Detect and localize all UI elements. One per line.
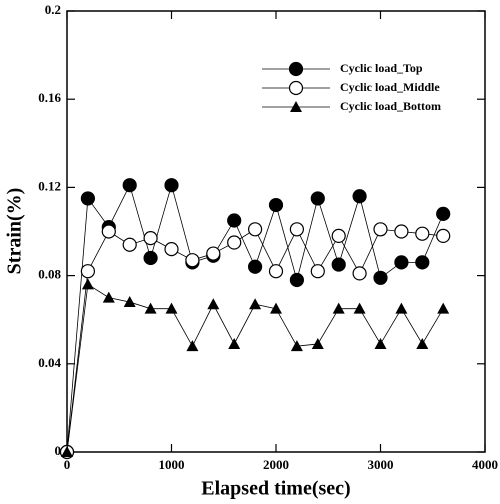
x-tick-label: 2000 bbox=[263, 457, 289, 472]
marker bbox=[228, 337, 241, 349]
marker bbox=[249, 298, 262, 310]
legend-marker bbox=[288, 80, 304, 96]
marker bbox=[81, 278, 94, 290]
marker bbox=[207, 298, 220, 310]
legend-marker bbox=[288, 61, 304, 77]
y-tick-label: 0.2 bbox=[45, 2, 61, 17]
legend-label: Cyclic load_Top bbox=[340, 61, 423, 75]
x-tick-label: 0 bbox=[64, 457, 71, 472]
marker bbox=[310, 191, 325, 206]
y-tick-label: 0 bbox=[55, 443, 62, 458]
marker bbox=[310, 264, 325, 279]
marker bbox=[122, 178, 137, 193]
marker bbox=[101, 224, 116, 239]
y-axis-label: Strain(%) bbox=[4, 188, 26, 275]
y-tick-label: 0.08 bbox=[38, 267, 61, 282]
marker bbox=[80, 191, 96, 206]
marker bbox=[122, 237, 137, 252]
marker bbox=[416, 337, 429, 349]
marker bbox=[352, 266, 367, 281]
legend-marker bbox=[290, 101, 302, 112]
x-axis-label: Elapsed time(sec) bbox=[201, 478, 350, 500]
marker bbox=[374, 337, 387, 349]
marker bbox=[248, 222, 263, 237]
marker bbox=[436, 228, 451, 244]
marker bbox=[436, 206, 451, 221]
marker bbox=[268, 197, 284, 213]
legend-label: Cyclic load_Bottom bbox=[340, 99, 441, 113]
marker bbox=[394, 255, 409, 270]
marker bbox=[185, 253, 200, 268]
marker bbox=[352, 189, 367, 204]
marker bbox=[331, 228, 346, 244]
marker bbox=[143, 231, 158, 246]
marker bbox=[80, 264, 96, 279]
marker bbox=[186, 340, 199, 352]
y-tick-label: 0.12 bbox=[38, 178, 61, 193]
y-tick-label: 0.16 bbox=[38, 90, 61, 105]
marker bbox=[227, 235, 242, 250]
marker bbox=[415, 255, 430, 270]
marker bbox=[164, 242, 179, 257]
marker bbox=[61, 446, 73, 457]
marker bbox=[248, 259, 263, 274]
x-tick-label: 1000 bbox=[159, 457, 185, 472]
marker bbox=[311, 337, 324, 349]
marker bbox=[289, 222, 304, 237]
marker bbox=[373, 222, 388, 237]
marker bbox=[102, 291, 115, 303]
marker bbox=[394, 224, 409, 239]
marker bbox=[227, 213, 242, 228]
marker bbox=[437, 302, 450, 314]
marker bbox=[270, 302, 282, 314]
marker bbox=[143, 250, 158, 266]
marker bbox=[268, 264, 284, 279]
marker bbox=[353, 302, 366, 314]
marker bbox=[144, 302, 157, 314]
marker bbox=[331, 257, 346, 272]
y-tick-label: 0.04 bbox=[38, 355, 61, 370]
marker bbox=[373, 270, 388, 285]
marker bbox=[165, 302, 178, 314]
marker bbox=[206, 246, 221, 261]
x-tick-label: 4000 bbox=[472, 457, 498, 472]
x-tick-label: 3000 bbox=[368, 457, 394, 472]
marker bbox=[123, 296, 136, 308]
marker bbox=[415, 226, 430, 241]
marker bbox=[290, 340, 303, 352]
marker bbox=[395, 302, 408, 314]
marker bbox=[164, 178, 179, 193]
marker bbox=[332, 302, 345, 314]
legend-label: Cyclic load_Middle bbox=[340, 80, 440, 94]
series-line bbox=[66, 283, 444, 453]
marker bbox=[289, 272, 304, 288]
